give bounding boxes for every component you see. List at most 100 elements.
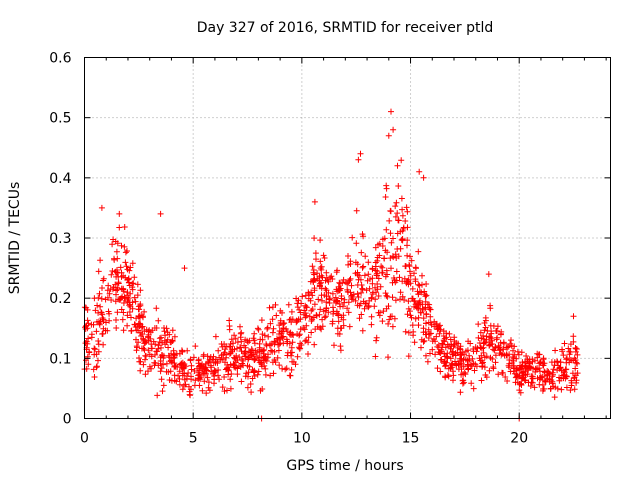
data-point <box>426 301 433 308</box>
data-point <box>294 318 301 325</box>
data-point <box>319 274 326 281</box>
data-point <box>385 354 391 361</box>
data-point <box>491 347 498 354</box>
data-point <box>355 294 362 300</box>
data-point <box>399 278 406 285</box>
data-point <box>308 307 315 314</box>
data-point <box>85 361 92 368</box>
data-point <box>404 252 411 259</box>
data-point <box>251 367 258 374</box>
data-point <box>510 347 516 354</box>
data-point <box>381 235 388 242</box>
data-point <box>487 341 494 348</box>
data-point <box>165 344 172 351</box>
data-point <box>528 379 535 386</box>
data-point <box>303 322 310 329</box>
data-point <box>98 204 105 211</box>
data-point <box>205 379 212 386</box>
data-point <box>201 370 208 377</box>
data-point <box>345 309 352 316</box>
data-point <box>546 376 553 383</box>
data-point <box>475 321 482 328</box>
data-point <box>296 306 303 313</box>
data-point <box>369 291 376 297</box>
data-point <box>389 323 396 330</box>
data-point <box>403 280 410 287</box>
data-point <box>372 267 379 274</box>
data-point <box>303 337 310 344</box>
data-point <box>423 352 429 359</box>
data-point <box>401 275 408 282</box>
data-point <box>467 361 474 368</box>
data-point <box>98 295 105 302</box>
data-point <box>504 344 511 351</box>
data-point <box>420 315 427 322</box>
data-point <box>481 327 488 334</box>
data-point <box>181 265 188 272</box>
data-point <box>207 362 214 369</box>
data-point <box>297 340 304 347</box>
data-point <box>226 344 233 350</box>
data-point <box>344 305 351 312</box>
data-point <box>258 317 265 324</box>
data-point <box>502 374 509 380</box>
data-point <box>151 359 158 366</box>
data-point <box>270 325 277 332</box>
data-point <box>317 237 324 244</box>
data-point <box>259 386 266 392</box>
data-point <box>96 290 103 297</box>
data-point <box>367 276 373 283</box>
data-point <box>432 321 439 328</box>
y-axis-label: SRMTID / TECUs <box>7 182 23 295</box>
data-point <box>305 289 312 296</box>
data-point <box>319 297 325 304</box>
data-point <box>360 263 367 270</box>
data-point <box>556 377 563 384</box>
data-point <box>131 294 138 301</box>
plot-frame <box>84 57 611 419</box>
data-point <box>346 323 353 330</box>
data-point <box>148 353 155 360</box>
data-point <box>392 213 399 220</box>
data-point <box>305 351 311 357</box>
data-point <box>222 359 228 366</box>
data-point <box>200 369 207 376</box>
data-point <box>227 350 234 356</box>
data-point <box>308 318 315 324</box>
data-point <box>318 266 325 273</box>
data-point <box>540 355 547 362</box>
data-point <box>256 344 263 351</box>
data-point <box>352 297 359 304</box>
data-point <box>267 320 274 327</box>
data-point <box>190 354 197 361</box>
data-point <box>158 365 165 372</box>
data-point <box>269 316 276 323</box>
data-point <box>126 309 133 315</box>
data-point <box>91 345 98 352</box>
data-point <box>460 377 467 384</box>
data-point <box>169 337 176 344</box>
data-point <box>277 307 284 314</box>
data-point <box>183 375 190 382</box>
data-point <box>357 276 364 283</box>
data-point <box>325 278 332 285</box>
data-point <box>557 364 564 371</box>
data-point <box>418 336 425 343</box>
data-point <box>497 346 504 353</box>
data-point <box>219 356 226 362</box>
data-point <box>574 351 581 358</box>
data-point <box>200 353 207 360</box>
data-point <box>309 263 316 270</box>
data-point <box>334 298 341 305</box>
x-tick-labels: 0 5 10 15 20 <box>80 431 528 447</box>
data-point <box>443 330 450 337</box>
data-point <box>518 382 525 388</box>
data-point <box>399 206 406 213</box>
data-point <box>95 357 101 364</box>
data-point <box>137 287 144 294</box>
data-point <box>279 365 286 372</box>
data-point <box>94 302 101 309</box>
data-point <box>119 316 126 323</box>
data-point <box>336 279 343 286</box>
data-point <box>485 271 492 278</box>
